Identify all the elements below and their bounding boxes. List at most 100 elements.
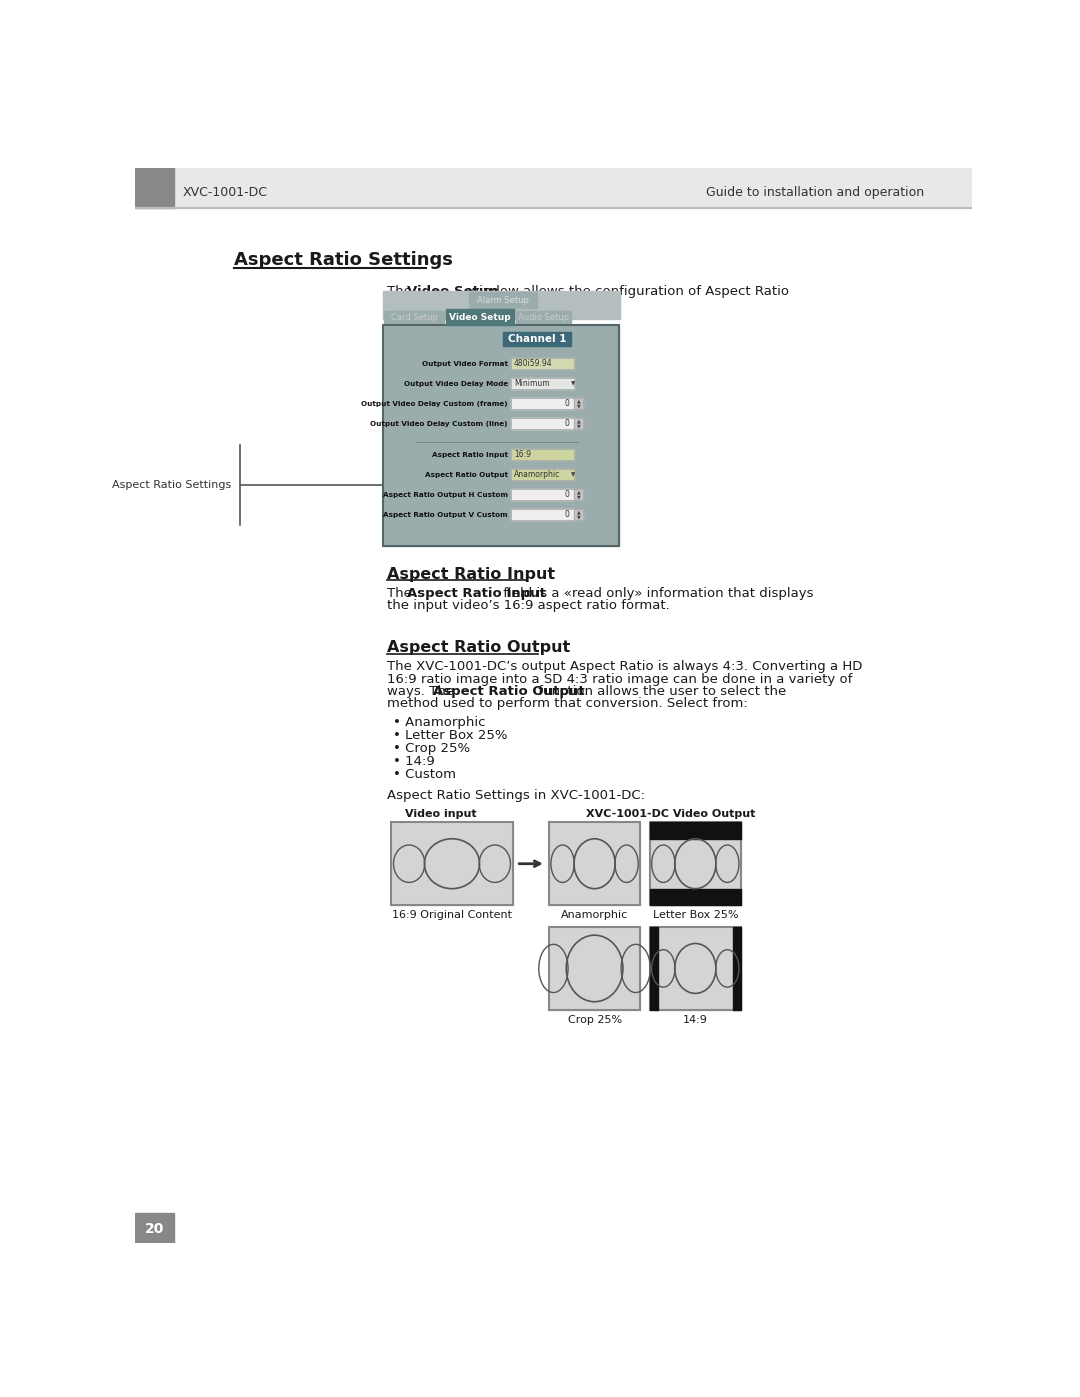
Bar — [135, 1214, 174, 1243]
Text: Aspect Ratio Settings: Aspect Ratio Settings — [112, 481, 231, 490]
Text: Channel 1: Channel 1 — [508, 334, 567, 344]
Bar — [511, 489, 575, 500]
Bar — [383, 324, 619, 546]
Bar — [649, 823, 741, 905]
Text: The XVC-1001-DC’s output Aspect Ratio is always 4:3. Converting a HD: The XVC-1001-DC’s output Aspect Ratio is… — [387, 661, 862, 673]
Text: 16:9: 16:9 — [514, 450, 531, 460]
Text: XVC-1001-DC: XVC-1001-DC — [183, 186, 268, 198]
Text: ▼: ▼ — [577, 404, 581, 409]
Text: Guide to installation and operation: Guide to installation and operation — [706, 186, 924, 198]
Bar — [511, 398, 575, 409]
Text: Letter Box 25%: Letter Box 25% — [652, 909, 738, 919]
Bar — [511, 398, 575, 409]
Text: Output Video Format: Output Video Format — [422, 360, 508, 367]
Text: 0: 0 — [565, 510, 570, 520]
Text: Alarm Setup: Alarm Setup — [477, 296, 529, 305]
Bar — [511, 489, 575, 500]
Text: • Crop 25%: • Crop 25% — [393, 742, 470, 754]
Text: Output Video Delay Custom (frame): Output Video Delay Custom (frame) — [361, 401, 508, 407]
Text: ▼: ▼ — [570, 472, 575, 476]
Text: Video input: Video input — [405, 809, 476, 819]
Bar — [511, 509, 575, 520]
Text: The: The — [387, 285, 416, 298]
Bar — [511, 448, 575, 460]
Text: ▼: ▼ — [577, 495, 581, 500]
Bar — [383, 291, 620, 319]
Bar — [511, 377, 575, 390]
Bar — [649, 926, 741, 1010]
Text: ▲: ▲ — [577, 419, 581, 423]
Bar — [575, 489, 583, 500]
Bar — [575, 509, 583, 520]
Bar — [511, 469, 575, 481]
Bar — [649, 926, 658, 1010]
Text: method used to perform that conversion. Select from:: method used to perform that conversion. … — [387, 697, 747, 711]
Text: Aspect Ratio Input: Aspect Ratio Input — [387, 567, 555, 581]
Text: Aspect Ratio Output: Aspect Ratio Output — [433, 685, 585, 698]
Text: ▼: ▼ — [570, 381, 575, 386]
Bar — [511, 448, 575, 460]
Text: field is a «read only» information that displays: field is a «read only» information that … — [499, 587, 813, 599]
Text: Aspect Ratio Input: Aspect Ratio Input — [407, 587, 545, 599]
Text: 0: 0 — [565, 400, 570, 408]
Text: Output Video Delay Custom (line): Output Video Delay Custom (line) — [370, 420, 508, 427]
Bar — [383, 312, 444, 324]
Text: Aspect Ratio Output V Custom: Aspect Ratio Output V Custom — [383, 511, 508, 518]
Text: Aspect Ratio Settings in XVC-1001-DC:: Aspect Ratio Settings in XVC-1001-DC: — [387, 789, 645, 802]
Text: ▲: ▲ — [577, 489, 581, 495]
Text: • Anamorphic: • Anamorphic — [393, 715, 486, 729]
Bar — [575, 398, 583, 409]
Bar — [575, 489, 583, 500]
Bar — [575, 398, 583, 409]
Bar — [575, 418, 583, 429]
Text: function allows the user to select the: function allows the user to select the — [535, 685, 786, 698]
Text: Video Setup: Video Setup — [449, 313, 511, 321]
Bar — [511, 358, 575, 369]
Text: • Custom: • Custom — [393, 768, 456, 781]
Text: ▼: ▼ — [577, 423, 581, 429]
Text: Settings for the XVC-1001-DC.: Settings for the XVC-1001-DC. — [387, 298, 589, 310]
Text: Card Setup: Card Setup — [391, 313, 437, 323]
Bar — [649, 823, 741, 905]
Text: 16:9 Original Content: 16:9 Original Content — [392, 909, 512, 919]
Text: 480i59.94: 480i59.94 — [514, 359, 553, 367]
Text: Audio Setup: Audio Setup — [518, 313, 569, 323]
Text: ▲: ▲ — [577, 510, 581, 514]
Bar — [511, 418, 575, 429]
Bar — [391, 823, 513, 905]
Bar — [503, 332, 571, 346]
Text: Aspect Ratio Input: Aspect Ratio Input — [432, 451, 508, 458]
Bar — [383, 324, 619, 546]
Bar — [649, 888, 741, 905]
Bar — [135, 168, 174, 208]
Bar — [549, 926, 640, 1010]
Bar — [391, 823, 513, 905]
Text: ▲: ▲ — [577, 398, 581, 404]
Text: • Letter Box 25%: • Letter Box 25% — [393, 729, 508, 742]
Bar — [649, 926, 741, 1010]
Bar — [511, 358, 575, 369]
Text: ▼: ▼ — [577, 514, 581, 520]
Text: ways. The: ways. The — [387, 685, 458, 698]
Text: 0: 0 — [565, 419, 570, 427]
Bar — [515, 312, 571, 324]
Bar — [549, 926, 640, 1010]
Bar — [549, 823, 640, 905]
Bar — [511, 469, 575, 481]
Bar — [446, 309, 514, 326]
Bar — [511, 377, 575, 390]
Bar — [575, 509, 583, 520]
Text: Aspect Ratio Settings: Aspect Ratio Settings — [234, 251, 454, 268]
Text: Output Video Delay Mode: Output Video Delay Mode — [404, 381, 508, 387]
Text: XVC-1001-DC Video Output: XVC-1001-DC Video Output — [586, 809, 755, 819]
Bar — [733, 926, 741, 1010]
Text: Anamorphic: Anamorphic — [514, 469, 561, 479]
Bar — [511, 418, 575, 429]
Bar — [549, 823, 640, 905]
Text: The: The — [387, 587, 416, 599]
Bar — [649, 823, 741, 838]
Text: 0: 0 — [565, 490, 570, 499]
Text: • 14:9: • 14:9 — [393, 756, 435, 768]
Text: 20: 20 — [145, 1222, 164, 1236]
Bar — [135, 168, 972, 208]
